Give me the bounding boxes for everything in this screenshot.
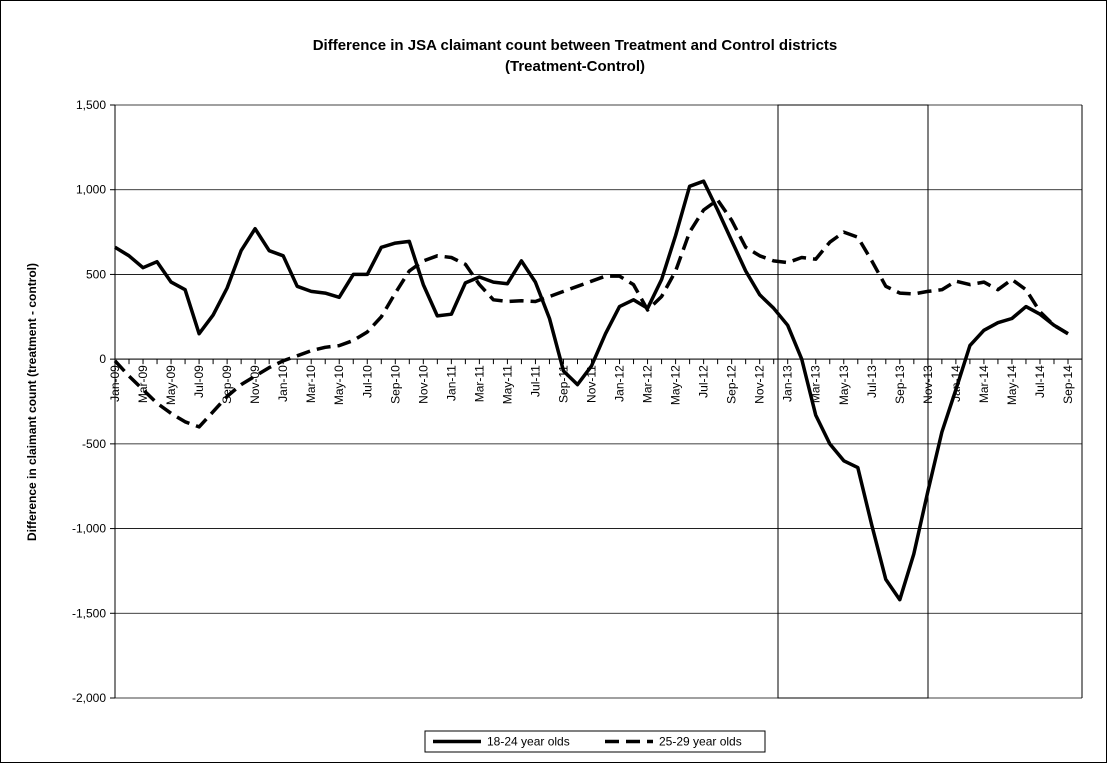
x-tick-label: Nov-10	[416, 365, 430, 404]
x-tick-label: Jul-10	[360, 365, 374, 398]
x-tick-label: Mar-14	[977, 365, 991, 403]
chart-subtitle: (Treatment-Control)	[505, 58, 645, 75]
x-tick-label: Jul-12	[697, 365, 711, 398]
y-tick-label: 0	[99, 352, 106, 366]
x-tick-label: Jul-13	[865, 365, 879, 398]
x-tick-label: Mar-11	[472, 365, 486, 402]
x-tick-label: Nov-11	[585, 365, 599, 403]
x-tick-label: May-12	[669, 365, 683, 405]
x-tick-label: Sep-14	[1061, 365, 1075, 404]
x-tick-label: Jan-10	[276, 365, 290, 402]
y-tick-label: 1,000	[76, 183, 106, 197]
x-tick-label: Jan-12	[613, 365, 627, 402]
x-tick-label: Jul-14	[1033, 365, 1047, 398]
legend-box	[424, 730, 766, 753]
x-tick-label: Jul-09	[192, 365, 206, 398]
x-tick-label: May-11	[500, 365, 514, 404]
x-tick-label: May-13	[837, 365, 851, 405]
x-tick-label: Sep-12	[725, 365, 739, 404]
y-axis-label: Difference in claimant count (treatment …	[25, 263, 39, 541]
x-tick-label: Nov-12	[753, 365, 767, 404]
y-tick-label: 500	[86, 267, 106, 281]
series-line	[113, 198, 1069, 429]
chart-title: Difference in JSA claimant count between…	[313, 37, 838, 54]
series-line	[114, 179, 1069, 602]
x-tick-label: Sep-13	[893, 365, 907, 404]
legend-label: 25-29 year olds	[659, 735, 742, 749]
x-tick-label: Mar-10	[304, 365, 318, 403]
x-tick-label: Mar-13	[809, 365, 823, 403]
x-tick-label: May-09	[164, 365, 178, 405]
x-tick-label: May-14	[1005, 365, 1019, 405]
y-tick-label: -1,000	[72, 522, 106, 536]
x-tick-label: Jan-09	[108, 365, 122, 402]
y-tick-label: -2,000	[72, 691, 106, 705]
x-tick-label: Mar-12	[641, 365, 655, 403]
x-tick-label: Nov-09	[248, 365, 262, 404]
x-tick-label: May-10	[332, 365, 346, 405]
x-tick-label: Sep-10	[388, 365, 402, 404]
y-tick-label: -500	[82, 437, 106, 451]
x-tick-label: Jul-11	[528, 365, 542, 397]
x-tick-label: Jan-11	[444, 365, 458, 401]
y-tick-label: -1,500	[72, 606, 106, 620]
y-tick-label: 1,500	[76, 98, 106, 112]
x-tick-label: Jan-13	[781, 365, 795, 402]
x-tick-label: Nov-13	[921, 365, 935, 404]
legend-label: 18-24 year olds	[487, 735, 570, 749]
